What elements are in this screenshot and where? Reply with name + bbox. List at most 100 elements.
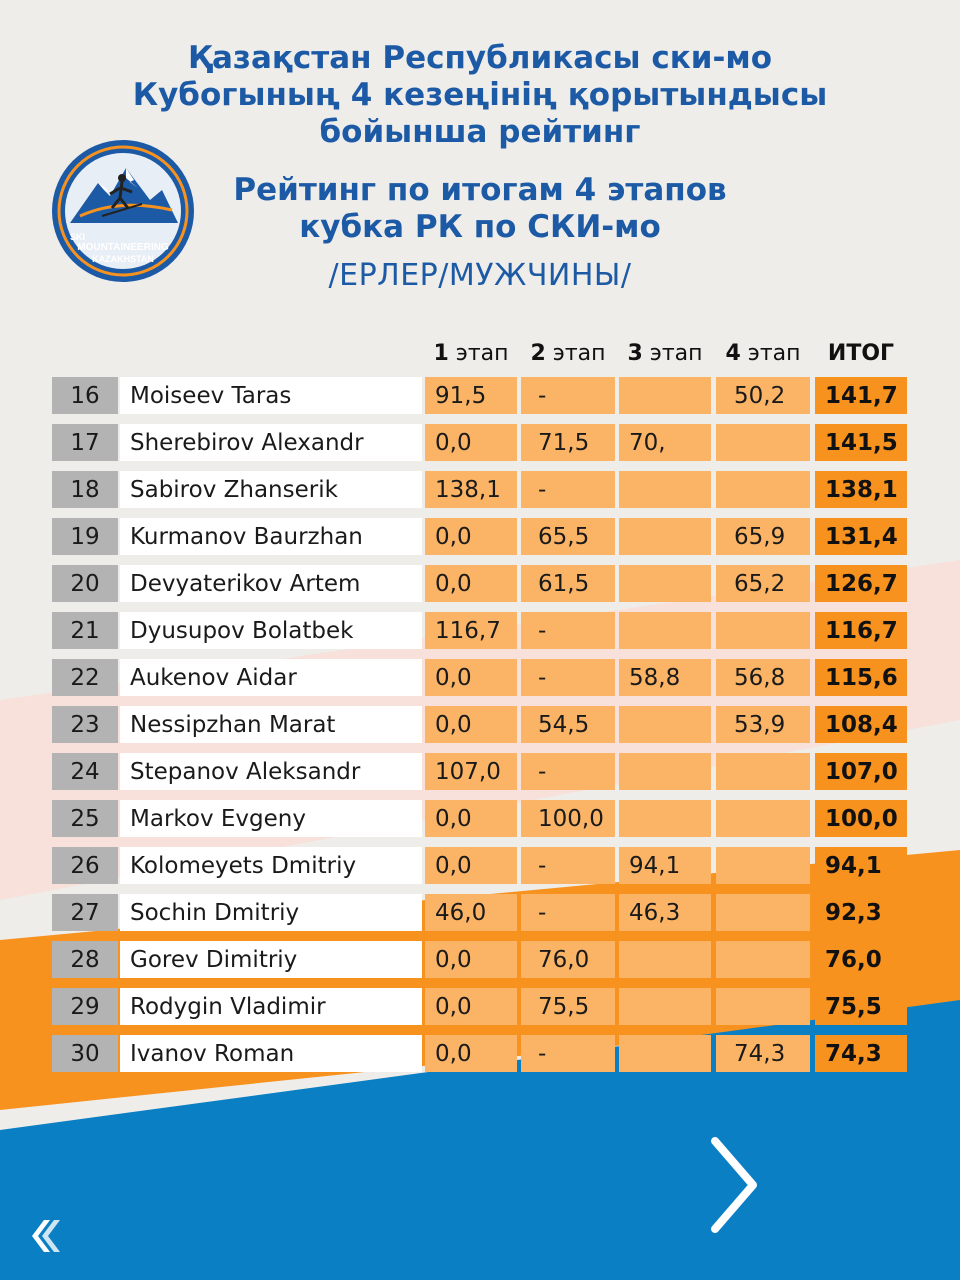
stage-1-cell: 0,0 — [425, 706, 517, 743]
table-row: 21 Dyusupov Bolatbek 116,7 - 116,7 — [0, 612, 960, 649]
table-row: 16 Moiseev Taras 91,5 - 50,2 141,7 — [0, 377, 960, 414]
stage-1-cell: 138,1 — [425, 471, 517, 508]
title-kz-line-2: Кубогының 4 кезеңінің қорытындысы — [132, 77, 828, 113]
title-russian: Рейтинг по итогам 4 этапов кубка РК по С… — [180, 172, 780, 246]
stage-4-cell — [716, 424, 810, 461]
header-stage-2-label: этап — [545, 341, 606, 366]
stage-1-cell: 0,0 — [425, 518, 517, 555]
stage-1-cell: 0,0 — [425, 659, 517, 696]
logo-text-kazakhstan: KAZAKHSTAN — [92, 254, 154, 264]
stage-3-cell — [619, 377, 711, 414]
athlete-name-cell: Kurmanov Baurzhan — [120, 518, 422, 555]
total-cell: 131,4 — [815, 518, 907, 555]
total-cell: 74,3 — [815, 1035, 907, 1072]
table-row: 25 Markov Evgeny 0,0 100,0 100,0 — [0, 800, 960, 837]
table-row: 18 Sabirov Zhanserik 138,1 - 138,1 — [0, 471, 960, 508]
athlete-name-cell: Sherebirov Alexandr — [120, 424, 422, 461]
rank-cell: 17 — [52, 424, 118, 461]
table-row: 27 Sochin Dmitriy 46,0 - 46,3 92,3 — [0, 894, 960, 931]
table-row: 20 Devyaterikov Artem 0,0 61,5 65,2 126,… — [0, 565, 960, 602]
table-row: 28 Gorev Dimitriy 0,0 76,0 76,0 — [0, 941, 960, 978]
athlete-name-cell: Sabirov Zhanserik — [120, 471, 422, 508]
stage-4-cell — [716, 941, 810, 978]
athlete-name-cell: Stepanov Aleksandr — [120, 753, 422, 790]
table-row: 30 Ivanov Roman 0,0 - 74,3 74,3 — [0, 1035, 960, 1072]
total-cell: 116,7 — [815, 612, 907, 649]
total-cell: 92,3 — [815, 894, 907, 931]
stage-3-cell — [619, 565, 711, 602]
stage-2-cell: 71,5 — [521, 424, 615, 461]
stage-1-cell: 0,0 — [425, 941, 517, 978]
header-stage-1: 1 этап — [425, 338, 517, 370]
athlete-name-cell: Nessipzhan Marat — [120, 706, 422, 743]
total-cell: 75,5 — [815, 988, 907, 1025]
header-stage-2: 2 этап — [521, 338, 615, 370]
rank-cell: 27 — [52, 894, 118, 931]
stage-2-cell: - — [521, 377, 615, 414]
header-stage-4-num: 4 — [725, 341, 741, 366]
logo-text-ski: SKI — [70, 232, 85, 242]
stage-3-cell: 58,8 — [619, 659, 711, 696]
stage-4-cell — [716, 800, 810, 837]
athlete-name-cell: Rodygin Vladimir — [120, 988, 422, 1025]
header-total: ИТОГ — [827, 341, 895, 366]
stage-4-cell: 50,2 — [716, 377, 810, 414]
total-cell: 141,5 — [815, 424, 907, 461]
total-cell: 76,0 — [815, 941, 907, 978]
stage-2-cell: 75,5 — [521, 988, 615, 1025]
stage-2-cell: 76,0 — [521, 941, 615, 978]
stage-1-cell: 46,0 — [425, 894, 517, 931]
brand-corner-icon — [32, 1220, 60, 1252]
rank-cell: 26 — [52, 847, 118, 884]
title-kz-line-1: Қазақстан Республикасы ски-мо — [187, 40, 772, 76]
stage-1-cell: 91,5 — [425, 377, 517, 414]
stage-3-cell — [619, 1035, 711, 1072]
stage-1-cell: 0,0 — [425, 424, 517, 461]
rank-cell: 30 — [52, 1035, 118, 1072]
stage-2-cell: 100,0 — [521, 800, 615, 837]
category-subtitle: /ЕРЛЕР/МУЖЧИНЫ/ — [328, 258, 632, 293]
stage-2-cell: 61,5 — [521, 565, 615, 602]
rank-cell: 16 — [52, 377, 118, 414]
chevron-right-icon[interactable] — [705, 1135, 765, 1235]
title-kz-line-3: бойынша рейтинг — [319, 114, 641, 150]
table-row: 22 Aukenov Aidar 0,0 - 58,8 56,8 115,6 — [0, 659, 960, 696]
stage-3-cell — [619, 753, 711, 790]
stage-2-cell: - — [521, 659, 615, 696]
stage-4-cell: 65,2 — [716, 565, 810, 602]
athlete-name-cell: Markov Evgeny — [120, 800, 422, 837]
total-cell: 108,4 — [815, 706, 907, 743]
header-stage-1-label: этап — [448, 341, 509, 366]
rank-cell: 23 — [52, 706, 118, 743]
total-cell: 141,7 — [815, 377, 907, 414]
stage-4-cell — [716, 753, 810, 790]
athlete-name-cell: Devyaterikov Artem — [120, 565, 422, 602]
table-row: 19 Kurmanov Baurzhan 0,0 65,5 65,9 131,4 — [0, 518, 960, 555]
rank-cell: 18 — [52, 471, 118, 508]
title-ru-line-2: кубка РК по СКИ-мо — [299, 209, 661, 245]
table-row: 23 Nessipzhan Marat 0,0 54,5 53,9 108,4 — [0, 706, 960, 743]
table-row: 24 Stepanov Aleksandr 107,0 - 107,0 — [0, 753, 960, 790]
athlete-name-cell: Dyusupov Bolatbek — [120, 612, 422, 649]
stage-3-cell — [619, 706, 711, 743]
stage-4-cell: 74,3 — [716, 1035, 810, 1072]
total-cell: 100,0 — [815, 800, 907, 837]
rank-cell: 20 — [52, 565, 118, 602]
stage-4-cell: 56,8 — [716, 659, 810, 696]
stage-2-cell: 54,5 — [521, 706, 615, 743]
stage-4-cell — [716, 988, 810, 1025]
stage-1-cell: 107,0 — [425, 753, 517, 790]
rank-cell: 25 — [52, 800, 118, 837]
title-ru-line-1: Рейтинг по итогам 4 этапов — [233, 172, 727, 208]
rank-cell: 28 — [52, 941, 118, 978]
stage-4-cell — [716, 471, 810, 508]
athlete-name-cell: Moiseev Taras — [120, 377, 422, 414]
stage-2-cell: - — [521, 894, 615, 931]
rank-cell: 22 — [52, 659, 118, 696]
stage-4-cell — [716, 847, 810, 884]
stage-1-cell: 0,0 — [425, 800, 517, 837]
rank-cell: 19 — [52, 518, 118, 555]
stage-4-cell: 53,9 — [716, 706, 810, 743]
stage-4-cell — [716, 894, 810, 931]
table-row: 26 Kolomeyets Dmitriy 0,0 - 94,1 94,1 — [0, 847, 960, 884]
